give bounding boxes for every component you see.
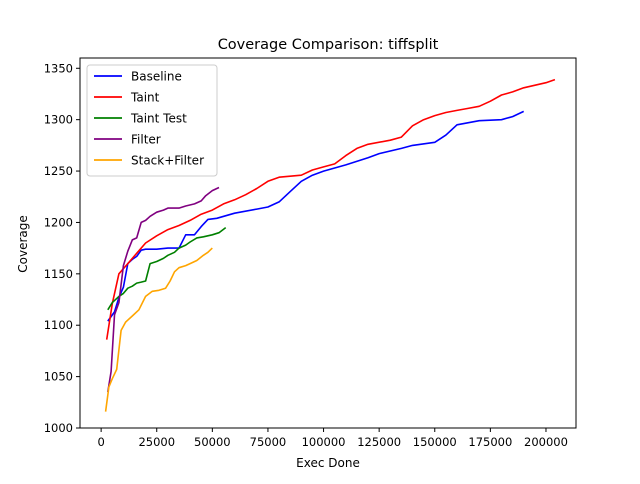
y-tick-label: 1200 [44, 215, 73, 229]
x-tick-label: 25000 [138, 435, 175, 449]
chart-title: Coverage Comparison: tiffsplit [218, 37, 439, 53]
y-tick-label: 1050 [44, 370, 73, 384]
legend-entry: Baseline [131, 70, 182, 84]
x-tick-label: 50000 [194, 435, 231, 449]
series-line-baseline [107, 110, 525, 322]
x-tick-label: 150000 [413, 435, 457, 449]
legend-box [86, 64, 218, 177]
x-axis-label: Exec Done [296, 456, 360, 470]
plot-frame [79, 57, 577, 429]
y-tick-label: 1150 [44, 267, 73, 281]
y-tick-label: 1100 [44, 318, 73, 332]
x-tick-label: 75000 [250, 435, 287, 449]
x-tick-label: 125000 [357, 435, 401, 449]
series-line-stack-filter [104, 247, 213, 412]
y-tick-label: 1350 [44, 61, 73, 75]
legend-entry: Stack+Filter [131, 154, 204, 168]
legend-entry: Filter [131, 133, 161, 147]
series-line-filter [107, 186, 220, 393]
x-tick-label: 100000 [302, 435, 346, 449]
legend-entry: Taint [130, 91, 160, 105]
x-tick-label: 175000 [468, 435, 512, 449]
y-axis-label: Coverage [16, 215, 30, 273]
x-tick-label: 0 [97, 435, 104, 449]
series-line-taint-test [107, 226, 227, 311]
y-tick-label: 1300 [44, 113, 73, 127]
legend-entry: Taint Test [130, 112, 187, 126]
y-tick-label: 1250 [44, 164, 73, 178]
y-tick-label: 1000 [44, 421, 73, 435]
plot-lines [104, 78, 556, 412]
series-line-taint [105, 78, 556, 340]
legend: Baseline Taint Taint Test Filter Stack+Filte… [86, 64, 218, 177]
axis-ticks: 0 25000 50000 75000 100000 125000 150000 175000… [44, 61, 568, 449]
x-tick-label: 200000 [524, 435, 568, 449]
